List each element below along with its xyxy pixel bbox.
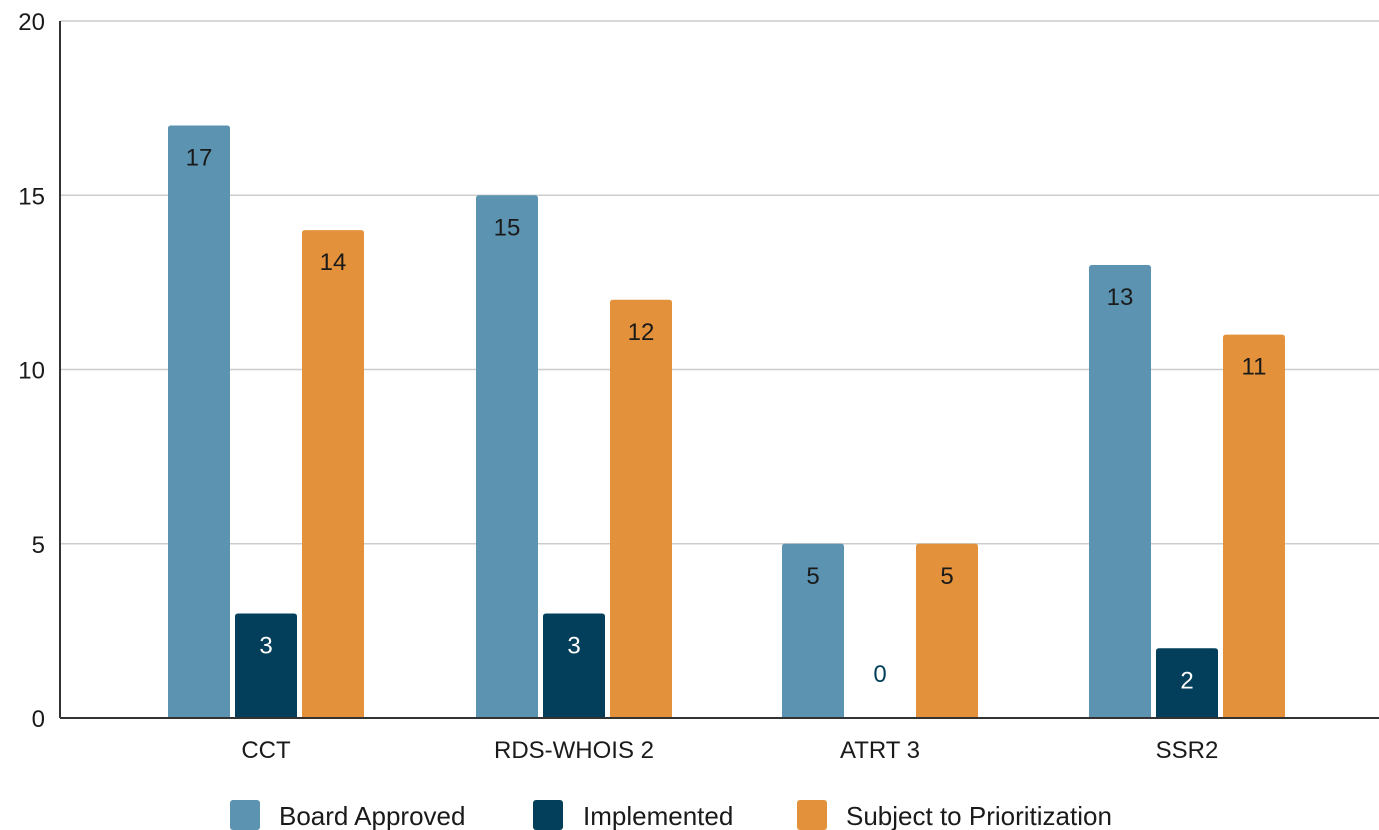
data-label: 14: [320, 249, 347, 276]
legend-label: Subject to Prioritization: [846, 801, 1112, 830]
bar: [1223, 334, 1285, 718]
data-label: 17: [186, 145, 213, 172]
legend-swatch: [230, 800, 260, 830]
bar: [1089, 264, 1151, 718]
bar: [302, 230, 364, 718]
bar: [782, 543, 844, 718]
legend-label: Board Approved: [279, 801, 465, 830]
data-label: 5: [806, 563, 819, 590]
x-tick-label: ATRT 3: [840, 737, 920, 764]
data-label: 13: [1107, 284, 1134, 311]
bar: [235, 613, 297, 718]
legend-label: Implemented: [583, 801, 733, 830]
data-label: 5: [940, 563, 953, 590]
y-tick-label: 0: [32, 706, 45, 733]
y-tick-label: 10: [18, 358, 45, 385]
x-tick-label: SSR2: [1156, 737, 1219, 764]
y-tick-label: 5: [32, 532, 45, 559]
bar: [476, 195, 538, 718]
data-label: 0: [873, 661, 886, 688]
x-tick-label: CCT: [241, 737, 291, 764]
data-label: 11: [1242, 354, 1267, 381]
legend-swatch: [797, 800, 827, 830]
data-label: 3: [259, 632, 272, 659]
y-tick-label: 15: [18, 183, 45, 210]
data-label: 3: [567, 632, 580, 659]
bar: [610, 299, 672, 718]
bar: [543, 613, 605, 718]
x-tick-label: RDS-WHOIS 2: [494, 737, 654, 764]
bar: [168, 125, 230, 719]
legend-swatch: [533, 800, 563, 830]
data-label: 12: [628, 319, 655, 346]
data-label: 2: [1180, 667, 1193, 694]
bar: [916, 543, 978, 718]
bar: [1156, 648, 1218, 718]
data-label: 15: [494, 214, 521, 241]
y-tick-label: 20: [18, 9, 45, 36]
